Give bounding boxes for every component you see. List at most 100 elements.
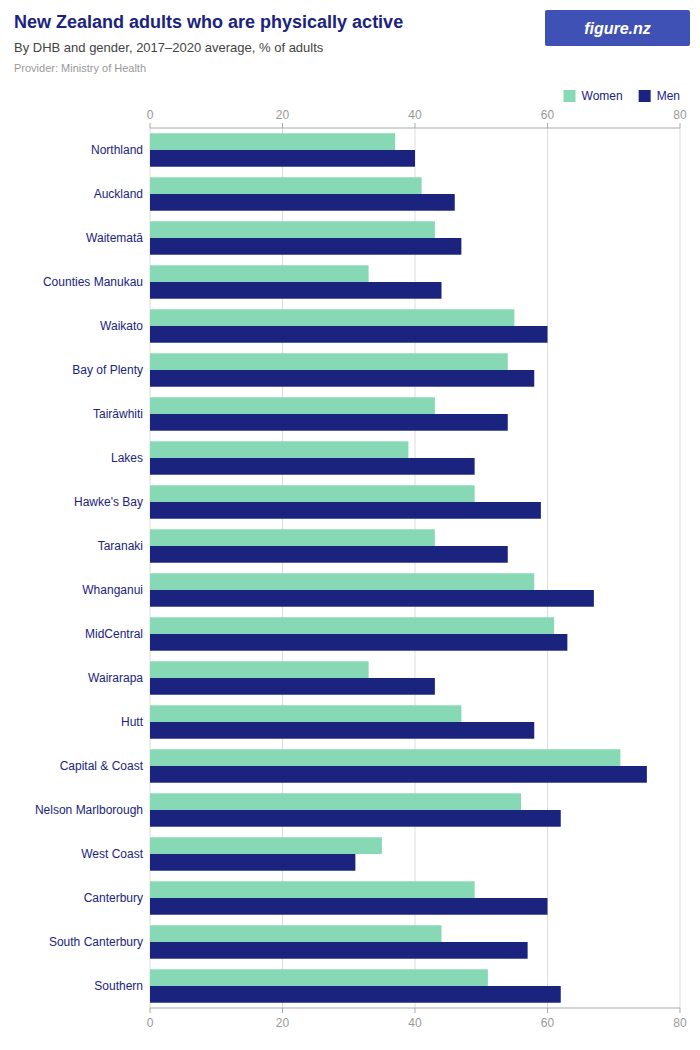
tick-mark (150, 1008, 151, 1013)
bar (150, 529, 435, 546)
bar (150, 265, 369, 282)
tick-label: 40 (408, 1016, 422, 1030)
bar (150, 326, 548, 343)
bar (150, 414, 508, 431)
bar (150, 986, 561, 1003)
category-label: West Coast (81, 847, 143, 861)
provider: Provider: Ministry of Health (14, 62, 146, 74)
tick-label: 20 (276, 108, 290, 122)
bar (150, 881, 475, 898)
category-label: South Canterbury (49, 935, 143, 949)
tick-mark (150, 123, 151, 128)
bar (150, 810, 561, 827)
bar (150, 309, 514, 326)
bar (150, 397, 435, 414)
bar (150, 925, 442, 942)
subtitle: By DHB and gender, 2017–2020 average, % … (14, 40, 324, 55)
category-label: Wairarapa (88, 671, 143, 685)
tick-label: 80 (673, 108, 687, 122)
bar (150, 793, 521, 810)
tick-mark (680, 1008, 681, 1013)
bar (150, 282, 442, 299)
tick-mark (282, 1008, 283, 1013)
axis-line (150, 1008, 680, 1009)
bar (150, 458, 475, 475)
category-label: Capital & Coast (60, 759, 144, 773)
bar (150, 634, 567, 651)
tick-mark (547, 123, 548, 128)
bar (150, 573, 534, 590)
tick-mark (680, 123, 681, 128)
bar (150, 546, 508, 563)
tick-label: 60 (541, 108, 555, 122)
bars (150, 133, 647, 1002)
bar (150, 969, 488, 986)
tick-label: 80 (673, 1016, 687, 1030)
bar (150, 441, 408, 458)
bar (150, 238, 461, 255)
bar (150, 617, 554, 634)
tick-label: 0 (147, 1016, 154, 1030)
bar (150, 370, 534, 387)
bar (150, 502, 541, 519)
tick-label: 20 (276, 1016, 290, 1030)
bar (150, 722, 534, 739)
series (150, 150, 647, 1003)
category-label: Tairāwhiti (93, 407, 143, 421)
bar (150, 766, 647, 783)
bar (150, 837, 382, 854)
category-label: Canterbury (84, 891, 143, 905)
grid (150, 128, 680, 1008)
bar (150, 221, 435, 238)
grid-line (680, 128, 681, 1008)
category-label: Lakes (111, 451, 143, 465)
bar (150, 898, 548, 915)
tick-label: 40 (408, 108, 422, 122)
grid-line (150, 128, 151, 1008)
category-label: Hawke's Bay (74, 495, 143, 509)
grid-line (547, 128, 548, 1008)
bar (150, 194, 455, 211)
chart: New Zealand adults who are physically ac… (0, 0, 700, 1050)
tick-mark (282, 123, 283, 128)
bar (150, 749, 620, 766)
bar (150, 678, 435, 695)
category-label: Hutt (121, 715, 144, 729)
title: New Zealand adults who are physically ac… (14, 12, 403, 32)
series (150, 133, 620, 986)
legend-label: Women (582, 89, 623, 103)
axis-line (150, 128, 680, 129)
tick-label: 60 (541, 1016, 555, 1030)
category-label: Southern (94, 979, 143, 993)
logo-text: figure.nz (584, 20, 651, 37)
x-axis: 0 0 20 20 40 40 60 60 80 80 (147, 108, 687, 1030)
category-label: Auckland (94, 187, 143, 201)
bar (150, 177, 422, 194)
category-label: Bay of Plenty (72, 363, 143, 377)
category-label: Counties Manukau (43, 275, 143, 289)
bar (150, 590, 594, 607)
category-label: Nelson Marlborough (35, 803, 143, 817)
category-label: Whanganui (82, 583, 143, 597)
y-axis: NorthlandAucklandWaitematāCounties Manuk… (35, 143, 144, 993)
bar (150, 485, 475, 502)
logo-box (545, 10, 690, 46)
category-label: Waikato (100, 319, 143, 333)
category-label: Taranaki (98, 539, 143, 553)
logo: figure.nz (545, 10, 690, 46)
grid-line (415, 128, 416, 1008)
category-label: MidCentral (85, 627, 143, 641)
bar (150, 150, 415, 167)
bar (150, 133, 395, 150)
bar (150, 661, 369, 678)
bar (150, 854, 355, 871)
legend-label: Men (657, 89, 680, 103)
background (0, 0, 700, 1050)
legend-swatch (564, 90, 576, 102)
tick-mark (547, 1008, 548, 1013)
tick-label: 0 (147, 108, 154, 122)
grid-line (282, 128, 283, 1008)
bar (150, 942, 528, 959)
category-label: Northland (91, 143, 143, 157)
legend: Men Women (564, 89, 680, 103)
